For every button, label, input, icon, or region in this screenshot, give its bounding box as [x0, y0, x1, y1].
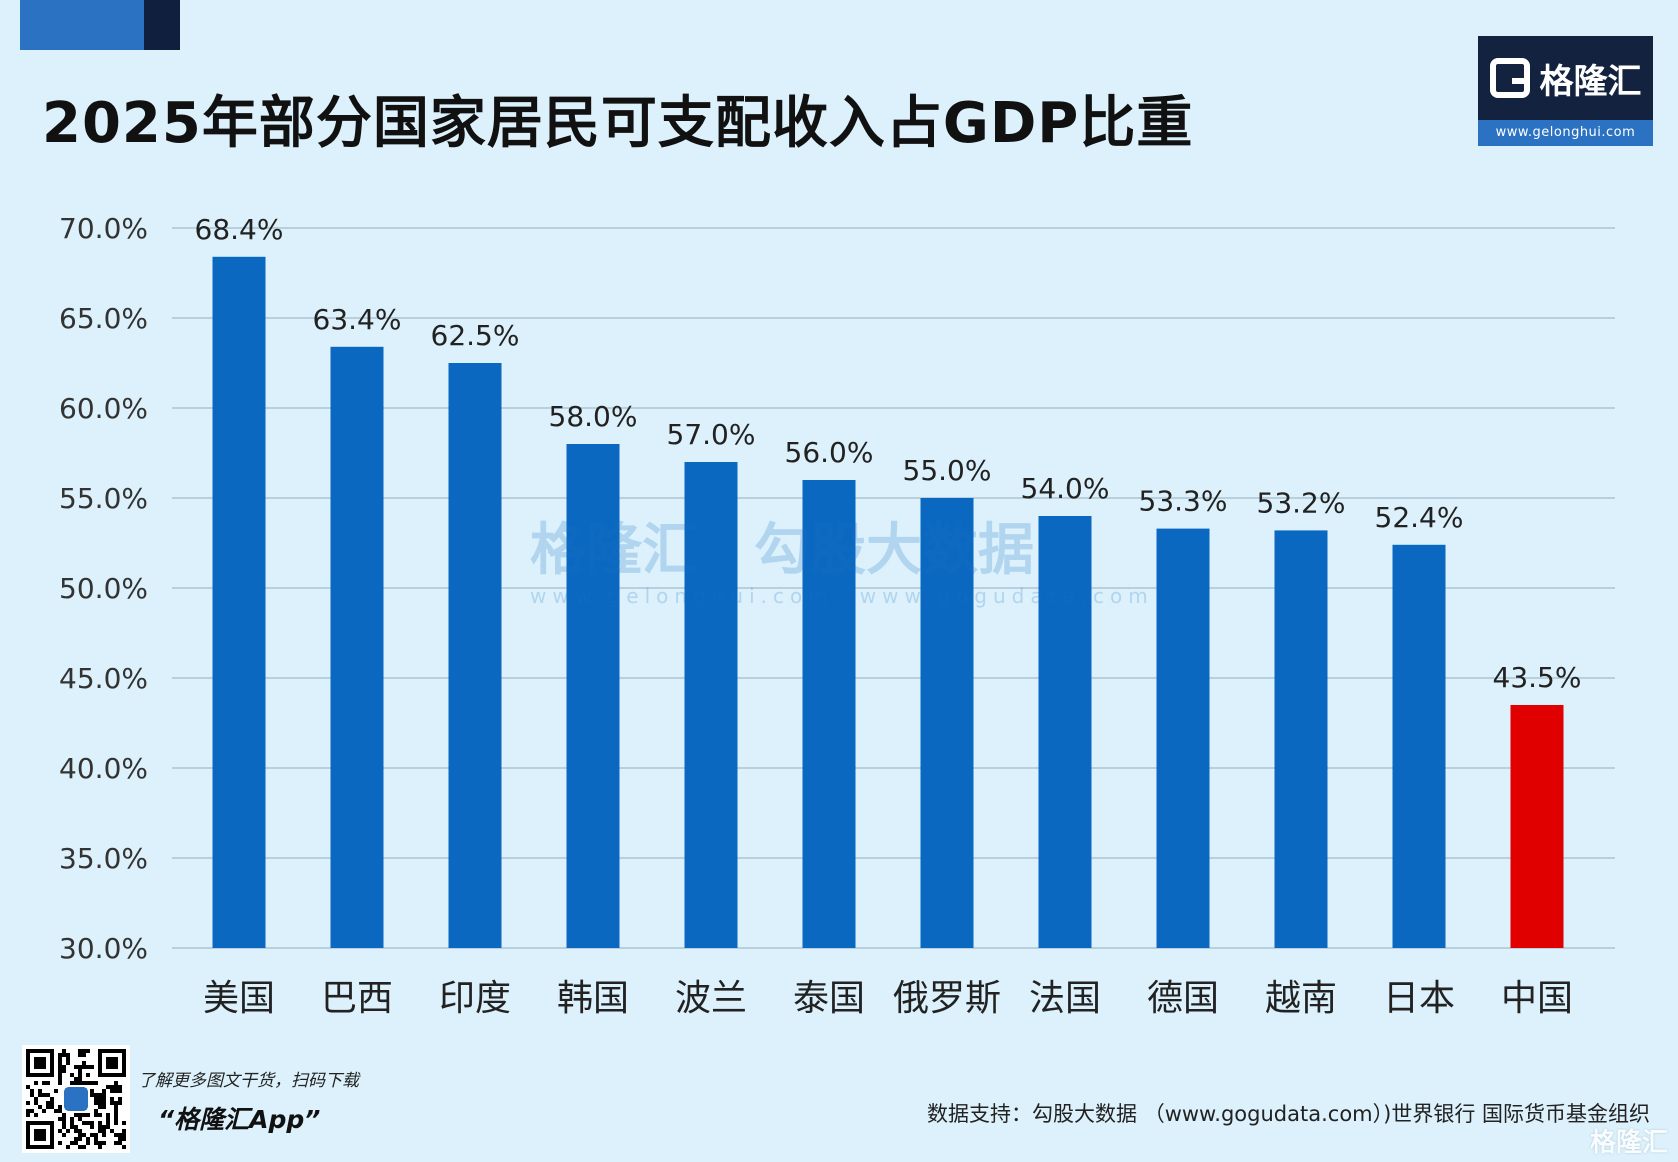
gelonghui-logo[interactable]: 格隆汇 www.gelonghui.com [1478, 36, 1653, 146]
bar [684, 462, 738, 948]
y-tick-label: 55.0% [59, 482, 148, 515]
promo-text: 了解更多图文干货，扫码下载 [138, 1071, 359, 1091]
data-label: 68.4% [195, 213, 284, 246]
x-tick-label: 印度 [439, 978, 511, 1019]
corner-watermark: 格隆汇 [1589, 1128, 1668, 1158]
y-tick-label: 35.0% [59, 842, 148, 875]
x-tick-label: 中国 [1501, 978, 1573, 1019]
logo-url: www.gelonghui.com [1478, 120, 1653, 146]
bar [1274, 530, 1328, 948]
y-tick-label: 40.0% [59, 752, 148, 785]
data-source: 数据支持：勾股大数据 （www.gogudata.com）)世界银行 国际货币基… [927, 1102, 1650, 1126]
data-label: 55.0% [903, 454, 992, 487]
bar [212, 256, 266, 948]
y-tick-label: 45.0% [59, 662, 148, 695]
data-label: 53.2% [1257, 486, 1346, 519]
header-accent-bar [20, 0, 144, 50]
data-label: 53.3% [1139, 485, 1228, 518]
x-tick-label: 美国 [203, 978, 275, 1019]
x-axis-ticks: 美国 巴西 印度 韩国 波兰 泰国 俄罗斯 法国 德国 越南 日本 中国 [203, 978, 1573, 1019]
data-label: 52.4% [1375, 501, 1464, 534]
promo-app-name: “格隆汇App” [158, 1105, 321, 1134]
x-tick-label: 俄罗斯 [893, 978, 1001, 1019]
data-labels: 68.4% 63.4% 62.5% 58.0% 57.0% 56.0% 55.0% 54.0%… [195, 213, 1582, 694]
logo-mark: 格隆汇 [1478, 36, 1653, 120]
data-label: 56.0% [785, 436, 874, 469]
data-label: 63.4% [313, 303, 402, 336]
logo-g-icon [1489, 58, 1530, 98]
y-tick-label: 70.0% [59, 212, 148, 245]
bar [448, 363, 502, 948]
bar [920, 498, 974, 948]
page-title: 2025年部分国家居民可支配收入占GDP比重 [42, 91, 1194, 156]
x-tick-label: 巴西 [321, 978, 393, 1019]
y-tick-label: 50.0% [59, 572, 148, 605]
data-label: 57.0% [667, 418, 756, 451]
qr-code-icon [26, 1049, 126, 1149]
x-tick-label: 泰国 [793, 978, 865, 1019]
data-label: 43.5% [1493, 661, 1582, 694]
bar [566, 444, 620, 948]
x-tick-label: 韩国 [557, 978, 629, 1019]
x-tick-label: 法国 [1029, 978, 1101, 1019]
qr-code[interactable] [22, 1045, 130, 1153]
x-tick-label: 越南 [1265, 978, 1337, 1019]
data-label: 58.0% [549, 400, 638, 433]
bar [1156, 528, 1210, 948]
bars [212, 256, 1564, 948]
gridlines [172, 227, 1615, 949]
y-tick-label: 30.0% [59, 932, 148, 965]
bar [1038, 516, 1092, 948]
y-tick-label: 60.0% [59, 392, 148, 425]
bar [1392, 544, 1446, 948]
data-label: 62.5% [431, 319, 520, 352]
logo-name: 格隆汇 [1539, 61, 1642, 102]
data-label: 54.0% [1021, 472, 1110, 505]
x-tick-label: 日本 [1383, 978, 1455, 1019]
x-tick-label: 波兰 [675, 978, 747, 1019]
bar [330, 346, 384, 948]
bar [1510, 705, 1564, 948]
x-tick-label: 德国 [1147, 978, 1219, 1019]
y-axis-ticks: 70.0% 65.0% 60.0% 55.0% 50.0% 45.0% 40.0% 35.0%… [59, 212, 148, 965]
bar [802, 480, 856, 948]
header-accent-block [144, 0, 180, 50]
y-tick-label: 65.0% [59, 302, 148, 335]
